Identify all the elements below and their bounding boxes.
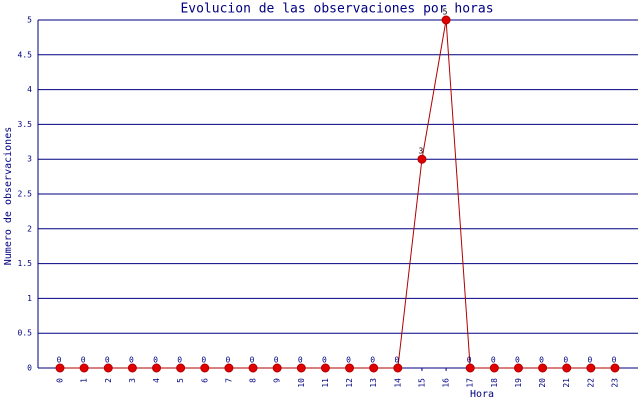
y-tick-label: 4: [27, 85, 32, 94]
data-label: 0: [81, 356, 86, 365]
data-label: 0: [515, 356, 520, 365]
point: [79, 363, 89, 373]
point: [513, 363, 523, 373]
data-label: 0: [491, 356, 496, 365]
x-tick-label: 12: [345, 378, 354, 388]
y-tick-label: 1.5: [18, 259, 33, 268]
data-label: 0: [563, 356, 568, 365]
point: [369, 363, 379, 373]
data-label: 0: [539, 356, 544, 365]
point: [296, 363, 306, 373]
x-tick-label: 6: [200, 378, 209, 383]
x-tick-label: 16: [442, 378, 451, 388]
x-tick-label: 22: [586, 378, 595, 388]
point: [538, 363, 548, 373]
data-label: 0: [346, 356, 351, 365]
point: [586, 363, 596, 373]
y-tick-label: 3.5: [18, 120, 33, 129]
x-tick-label: 20: [538, 378, 547, 388]
point: [200, 363, 210, 373]
point: [176, 363, 186, 373]
x-tick-label: 3: [128, 378, 137, 383]
point: [465, 363, 475, 373]
x-tick-label: 19: [514, 378, 523, 388]
point: [55, 363, 65, 373]
data-label: 0: [129, 356, 134, 365]
data-label: 0: [298, 356, 303, 365]
chart-title: Evolucion de las observaciones por horas: [180, 2, 493, 17]
y-axis-label: Numero de observaciones: [3, 127, 14, 265]
point: [562, 363, 572, 373]
point: [345, 363, 355, 373]
x-tick-label: 7: [224, 378, 233, 383]
x-tick-label: 4: [152, 378, 161, 383]
y-tick-label: 2: [27, 224, 32, 233]
data-label: 0: [177, 356, 182, 365]
x-tick-label: 13: [369, 378, 378, 388]
x-tick-label: 0: [56, 378, 65, 383]
point: [441, 15, 451, 25]
data-label: 5: [443, 8, 448, 17]
data-label: 0: [370, 356, 375, 365]
x-tick-label: 18: [490, 378, 499, 388]
x-tick-label: 15: [417, 378, 426, 388]
point: [417, 154, 427, 164]
point: [127, 363, 137, 373]
point: [610, 363, 620, 373]
data-label: 0: [612, 356, 617, 365]
data-label: 3: [419, 147, 424, 156]
y-tick-label: 3: [27, 155, 32, 164]
data-label: 0: [153, 356, 158, 365]
point: [489, 363, 499, 373]
x-tick-label: 21: [562, 378, 571, 388]
y-tick-label: 2.5: [18, 190, 33, 199]
data-label: 0: [201, 356, 206, 365]
x-tick-label: 10: [297, 378, 306, 388]
data-label: 0: [274, 356, 279, 365]
y-tick-label: 0: [27, 364, 32, 373]
y-tick-label: 1: [27, 294, 32, 303]
data-label: 0: [322, 356, 327, 365]
y-tick-label: 4.5: [18, 50, 33, 59]
x-tick-label: 8: [249, 378, 258, 383]
point: [393, 363, 403, 373]
data-label: 0: [394, 356, 399, 365]
point: [272, 363, 282, 373]
data-label: 0: [57, 356, 62, 365]
point: [320, 363, 330, 373]
point: [152, 363, 162, 373]
data-label: 0: [105, 356, 110, 365]
y-tick-label: 5: [27, 16, 32, 25]
y-tick-label: 0.5: [18, 329, 33, 338]
x-tick-label: 11: [321, 378, 330, 388]
x-tick-label: 14: [393, 378, 402, 388]
data-label: 0: [587, 356, 592, 365]
x-tick-label: 2: [104, 378, 113, 383]
x-tick-label: 17: [466, 378, 475, 388]
data-label: 0: [250, 356, 255, 365]
x-tick-label: 1: [80, 378, 89, 383]
point: [103, 363, 113, 373]
point: [248, 363, 258, 373]
data-label: 0: [467, 356, 472, 365]
x-axis-label: Hora: [470, 389, 494, 400]
data-label: 0: [225, 356, 230, 365]
x-tick-label: 9: [273, 378, 282, 383]
x-tick-label: 23: [610, 378, 619, 388]
x-tick-label: 5: [176, 378, 185, 383]
point: [224, 363, 234, 373]
